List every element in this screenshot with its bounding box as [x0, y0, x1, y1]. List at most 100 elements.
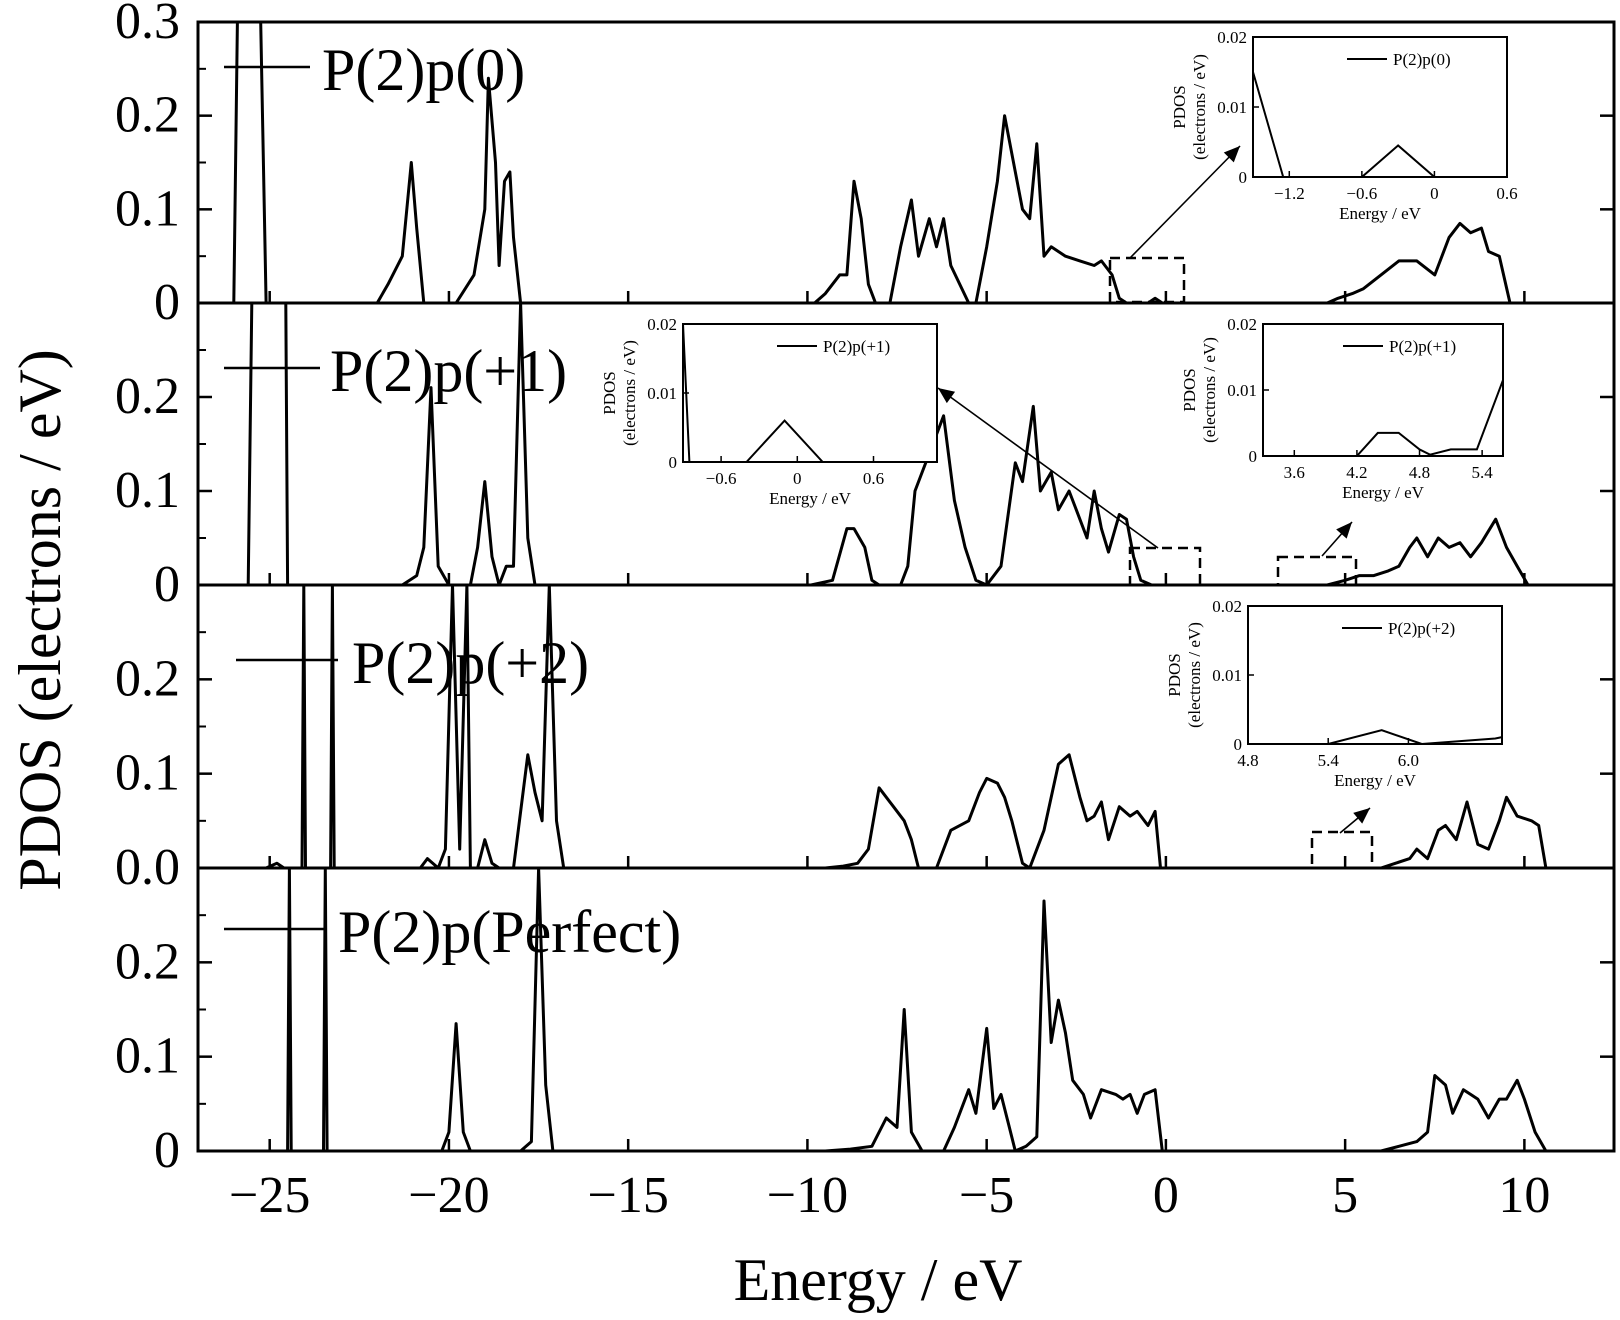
inset-x-tick-label: 0: [1430, 184, 1439, 203]
x-axis: −25 −20 −15 −10 −5 0 5 10: [229, 1167, 1550, 1224]
inset-x-tick-label: 4.8: [1409, 463, 1430, 482]
inset-y-label-line1: PDOS: [1180, 368, 1199, 411]
y-tick-label: 0.2: [115, 650, 180, 707]
pdos-series-line: [246, 303, 1530, 585]
y-tick-label: 0.1: [115, 180, 180, 237]
x-tick-label: −10: [767, 1167, 848, 1224]
y-tick-label: 0.2: [115, 87, 180, 144]
inset-y-tick-label: 0.02: [1212, 597, 1242, 616]
inset-x-tick-label: 5.4: [1472, 463, 1494, 482]
x-tick-label: −15: [588, 1167, 669, 1224]
panel-1: 0 0.1 0.2 0.3 P(2)p(0) 0 0.01 0.02 −1.2 −0.6 0 0.6 E…: [115, 0, 1616, 331]
inset-y-tick-label: 0.01: [1217, 98, 1247, 117]
x-axis-title: Energy / eV: [734, 1247, 1023, 1313]
inset-x-tick-label: 4.8: [1237, 751, 1258, 770]
inset-y-tick-label: 0.01: [1227, 381, 1257, 400]
inset-series-line: [682, 323, 937, 463]
y-tick-label: 0.1: [115, 462, 180, 519]
inset-y-label-line2: (electrons / eV): [1185, 622, 1204, 728]
inset-x-tick-label: 0.6: [863, 469, 884, 488]
panel-legend-label: P(2)p(Perfect): [338, 899, 681, 965]
y-tick-label: 0: [154, 274, 180, 331]
inset-y-label-line2: (electrons / eV): [1190, 54, 1209, 160]
inset-legend-label: P(2)p(+1): [823, 337, 890, 356]
panel-legend-label: P(2)p(+2): [352, 630, 589, 696]
zoom-box: [1310, 830, 1374, 870]
y-tick-label: 0.3: [115, 0, 180, 50]
inset-x-label: Energy / eV: [1334, 771, 1417, 790]
inset-y-tick-label: 0: [1234, 735, 1243, 754]
inset-series-line: [1248, 729, 1503, 746]
inset-frame: [1247, 605, 1503, 745]
zoom-arrow-head: [1353, 808, 1370, 824]
x-tick-label: −5: [959, 1167, 1014, 1224]
zoom-box: [1108, 256, 1186, 304]
inset-x-tick-label: −0.6: [1346, 184, 1377, 203]
pdos-series-line: [232, 22, 1512, 303]
inset-frame: [1252, 36, 1508, 178]
inset-x-tick-label: 3.6: [1284, 463, 1305, 482]
y-tick-label: 0.1: [115, 1028, 180, 1085]
inset-y-tick-label: 0.01: [647, 384, 677, 403]
pdos-series-line: [265, 585, 1548, 868]
inset-x-label: Energy / eV: [769, 489, 852, 508]
inset-y-label-line2: (electrons / eV): [1200, 337, 1219, 443]
inset-1-1: 0 0.01 0.02 −1.2 −0.6 0 0.6 Energy / eV PDOS (ele…: [1108, 28, 1518, 304]
y-axis-title: PDOS (electrons / eV): [7, 349, 73, 891]
inset-y-label-line1: PDOS: [1170, 85, 1189, 128]
inset-frame: [1262, 323, 1504, 457]
inset-x-tick-label: 0.6: [1496, 184, 1517, 203]
y-tick-label: 0.0: [115, 839, 180, 896]
inset-x-label: Energy / eV: [1342, 483, 1425, 502]
inset-y-tick-label: 0.02: [1217, 28, 1247, 47]
y-tick-label: 0.2: [115, 933, 180, 990]
zoom-arrow-head: [938, 388, 956, 404]
inset-y-tick-label: 0: [669, 453, 678, 472]
inset-y-tick-label: 0: [1239, 168, 1248, 187]
zoom-arrow-head: [1223, 146, 1240, 163]
panel-legend-label: P(2)p(+1): [330, 338, 567, 404]
x-tick-label: 10: [1498, 1167, 1550, 1224]
zoom-box: [1128, 546, 1202, 587]
zoom-arrow: [1129, 145, 1241, 259]
zoom-arrow: [937, 387, 1159, 549]
inset-legend-label: P(2)p(+2): [1388, 619, 1455, 638]
inset-x-tick-label: −1.2: [1274, 184, 1305, 203]
panels-group: 0 0.1 0.2 0.3 P(2)p(0) 0 0.01 0.02 −1.2 −0.6 0 0.6 E…: [115, 0, 1616, 1179]
inset-y-tick-label: 0.02: [647, 315, 677, 334]
inset-series-line: [1263, 379, 1504, 457]
panel-4: 0 0.1 0.2 P(2)p(Perfect): [115, 866, 1616, 1179]
inset-series-line: [1252, 71, 1507, 178]
inset-y-tick-label: 0.02: [1227, 315, 1257, 334]
inset-x-tick-label: 5.4: [1318, 751, 1340, 770]
y-tick-label: 0: [154, 556, 180, 613]
inset-legend-label: P(2)p(+1): [1389, 337, 1456, 356]
inset-frame: [682, 323, 938, 463]
panel-legend-label: P(2)p(0): [322, 37, 525, 103]
panel-3: 0.0 0.1 0.2 P(2)p(+2) 0 0.01 0.02 4.8 5.4 6.0Ener…: [115, 583, 1616, 896]
zoom-arrow-head: [1336, 522, 1352, 539]
inset-y-label-line1: PDOS: [1165, 653, 1184, 696]
y-tick-label: 0.1: [115, 745, 180, 802]
inset-legend-label: P(2)p(0): [1393, 50, 1451, 69]
x-tick-label: 0: [1153, 1167, 1179, 1224]
pdos-series-line: [286, 868, 1548, 1151]
x-tick-label: −25: [229, 1167, 310, 1224]
inset-x-tick-label: −0.6: [706, 469, 737, 488]
inset-y-label-line1: PDOS: [600, 371, 619, 414]
panel-2: 0 0.1 0.2 P(2)p(+1) 0 0.01 0.02 −0.6 0 0.6 Energy …: [115, 301, 1616, 613]
inset-x-label: Energy / eV: [1339, 204, 1422, 223]
inset-y-label-line2: (electrons / eV): [620, 340, 639, 446]
y-tick-label: 0: [154, 1122, 180, 1179]
inset-x-tick-label: 4.2: [1346, 463, 1367, 482]
inset-y-tick-label: 0: [1249, 447, 1258, 466]
inset-2-2: 0 0.01 0.02 3.6 4.2 4.8 5.4 Energy / eV PDOS (ele…: [1180, 315, 1504, 587]
x-tick-label: 5: [1332, 1167, 1358, 1224]
x-tick-label: −20: [408, 1167, 489, 1224]
y-tick-label: 0.2: [115, 368, 180, 425]
inset-x-tick-label: 6.0: [1398, 751, 1419, 770]
inset-x-tick-label: 0: [793, 469, 802, 488]
